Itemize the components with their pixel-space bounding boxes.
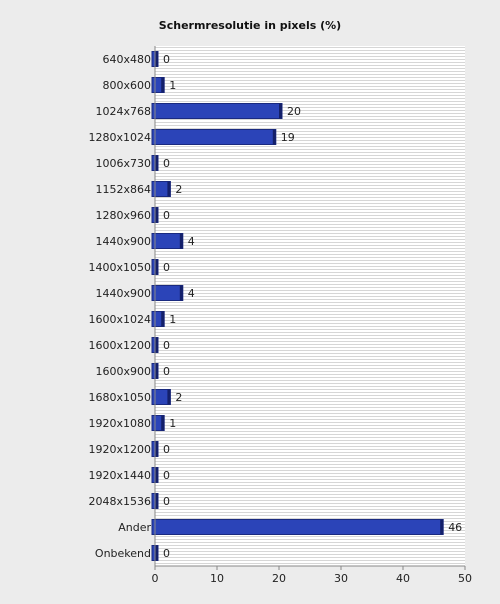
x-tick-label: 0: [152, 572, 159, 585]
bar-edge: [167, 389, 171, 405]
x-tick-label: 10: [210, 572, 224, 585]
bar-edge: [167, 181, 171, 197]
value-label: 0: [163, 339, 170, 352]
bar-edge: [161, 77, 165, 93]
plot-area: [155, 46, 465, 566]
bar-edge: [155, 441, 158, 457]
bar-edge: [155, 467, 158, 483]
chart-title: Schermresolutie in pixels (%): [159, 19, 341, 32]
value-label: 1: [169, 79, 176, 92]
value-label: 0: [163, 547, 170, 560]
value-label: 2: [175, 183, 182, 196]
value-label: 0: [163, 261, 170, 274]
category-label: 1440x900: [96, 287, 152, 300]
category-label: 1152x864: [96, 183, 152, 196]
category-label: Onbekend: [95, 547, 151, 560]
category-label: 2048x1536: [89, 495, 152, 508]
x-tick-label: 30: [334, 572, 348, 585]
bar-edge: [279, 103, 282, 119]
category-label: 1280x1024: [89, 131, 152, 144]
category-label: 800x600: [102, 79, 151, 92]
value-label: 46: [448, 521, 462, 534]
category-label: 1920x1200: [89, 443, 152, 456]
bar-edge: [155, 337, 158, 353]
category-label: 1920x1440: [89, 469, 152, 482]
value-label: 0: [163, 53, 170, 66]
bar-edge: [155, 207, 158, 223]
bar-edge: [440, 519, 444, 535]
category-label: 1006x730: [96, 157, 152, 170]
bar: [151, 233, 184, 249]
bar: [151, 129, 277, 145]
value-label: 1: [169, 313, 176, 326]
category-label: 640x480: [102, 53, 151, 66]
x-tick-label: 50: [458, 572, 472, 585]
bar-edge: [155, 493, 158, 509]
value-label: 0: [163, 443, 170, 456]
category-label: 1920x1080: [89, 417, 152, 430]
value-label: 20: [287, 105, 301, 118]
bar: [151, 285, 184, 301]
category-label: 1600x1024: [89, 313, 152, 326]
value-label: 0: [163, 157, 170, 170]
category-label: 1600x900: [96, 365, 152, 378]
value-label: 2: [175, 391, 182, 404]
bar-edge: [161, 311, 165, 327]
x-tick-label: 40: [396, 572, 410, 585]
bar-edge: [155, 155, 158, 171]
axes-group: 640x480 800x600 1024x768 1280x1024 1006x730 1…: [89, 46, 472, 585]
category-label: 1600x1200: [89, 339, 152, 352]
bar-edge: [155, 363, 158, 379]
value-label: 0: [163, 365, 170, 378]
bar-edge: [155, 51, 158, 67]
value-label: 0: [163, 209, 170, 222]
category-label: 1680x1050: [89, 391, 152, 404]
bar-edge: [155, 545, 158, 561]
bar-edge: [161, 415, 165, 431]
value-label: 4: [188, 235, 195, 248]
value-label: 19: [281, 131, 295, 144]
category-label: 1024x768: [96, 105, 152, 118]
category-label: Ander: [118, 521, 151, 534]
category-label: 1400x1050: [89, 261, 152, 274]
category-label: 1440x900: [96, 235, 152, 248]
category-label: 1280x960: [96, 209, 152, 222]
bar: [151, 519, 444, 535]
bar-edge: [155, 259, 158, 275]
x-tick-label: 20: [272, 572, 286, 585]
bar-edge: [272, 129, 276, 145]
bar: [151, 103, 283, 119]
value-label: 4: [188, 287, 195, 300]
bar-edge: [179, 285, 183, 301]
bar-edge: [179, 233, 183, 249]
value-label: 1: [169, 417, 176, 430]
value-label: 0: [163, 469, 170, 482]
value-label: 0: [163, 495, 170, 508]
